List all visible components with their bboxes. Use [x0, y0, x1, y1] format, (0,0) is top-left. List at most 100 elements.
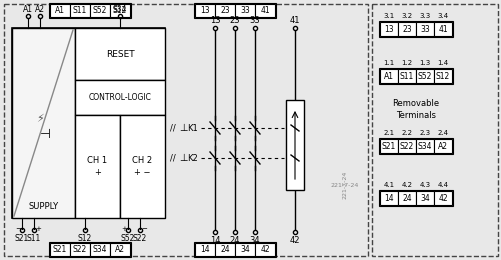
- Bar: [49, 242, 131, 257]
- Bar: [379, 190, 453, 206]
- Text: 23: 23: [402, 24, 412, 34]
- Text: 33: 33: [249, 16, 261, 24]
- Bar: [380, 191, 398, 205]
- Text: K1: K1: [188, 124, 198, 133]
- Text: 33: 33: [240, 6, 250, 15]
- Text: S34: S34: [113, 4, 127, 14]
- Text: 14: 14: [210, 236, 220, 244]
- Text: −: −: [141, 226, 147, 232]
- Text: S52: S52: [93, 6, 107, 15]
- Text: SUPPLY: SUPPLY: [29, 202, 59, 211]
- Text: S12: S12: [78, 233, 92, 243]
- Text: ⊥: ⊥: [179, 123, 187, 133]
- Bar: [235, 4, 255, 17]
- Text: 41: 41: [438, 24, 448, 34]
- Bar: [398, 69, 416, 83]
- Bar: [416, 69, 434, 83]
- Bar: [380, 69, 398, 83]
- Bar: [194, 242, 276, 257]
- Text: 2.1: 2.1: [383, 130, 395, 136]
- Text: 34: 34: [249, 236, 261, 244]
- Text: CONTROL-LOGIC: CONTROL-LOGIC: [89, 93, 151, 102]
- Text: +: +: [35, 226, 41, 232]
- Text: 34: 34: [420, 193, 430, 203]
- Bar: [75, 28, 165, 80]
- Text: S11: S11: [400, 72, 414, 81]
- Text: 221-7-24: 221-7-24: [343, 171, 348, 199]
- Bar: [434, 69, 452, 83]
- Text: CH 1: CH 1: [88, 156, 108, 165]
- Text: 3.4: 3.4: [437, 13, 448, 19]
- Text: 2.2: 2.2: [401, 130, 412, 136]
- Bar: [416, 191, 434, 205]
- Text: 4.4: 4.4: [437, 182, 448, 188]
- Text: Terminals: Terminals: [396, 110, 436, 120]
- Text: S22: S22: [73, 245, 87, 254]
- Text: 2.4: 2.4: [437, 130, 448, 136]
- Text: K2: K2: [188, 153, 198, 162]
- Text: S22: S22: [400, 141, 414, 151]
- Bar: [90, 243, 110, 256]
- Text: S52: S52: [121, 233, 135, 243]
- Bar: [379, 138, 453, 154]
- Bar: [215, 243, 235, 256]
- Text: 1.3: 1.3: [419, 60, 431, 66]
- Text: 24: 24: [230, 236, 240, 244]
- Text: S21: S21: [382, 141, 396, 151]
- Bar: [379, 68, 453, 84]
- Bar: [235, 243, 255, 256]
- Text: 3.1: 3.1: [383, 13, 395, 19]
- Bar: [379, 21, 453, 37]
- Text: + −: + −: [134, 168, 151, 177]
- Text: S21: S21: [15, 233, 29, 243]
- Text: A1: A1: [23, 4, 33, 14]
- Text: //: //: [170, 124, 176, 133]
- Bar: [398, 191, 416, 205]
- Bar: [4, 4, 368, 256]
- Bar: [75, 80, 165, 115]
- Bar: [434, 191, 452, 205]
- Text: A2: A2: [115, 245, 125, 254]
- Text: A1: A1: [55, 6, 65, 15]
- Text: 33: 33: [420, 24, 430, 34]
- Text: S11: S11: [73, 6, 87, 15]
- Bar: [50, 4, 70, 17]
- Text: 13: 13: [200, 6, 210, 15]
- Bar: [12, 28, 75, 218]
- Text: S21: S21: [53, 245, 67, 254]
- Text: 3.3: 3.3: [419, 13, 431, 19]
- Text: 24: 24: [220, 245, 230, 254]
- Text: ⚡: ⚡: [36, 114, 44, 124]
- Bar: [286, 100, 304, 190]
- Text: S12: S12: [113, 6, 127, 15]
- Bar: [194, 3, 276, 18]
- Text: //: //: [170, 153, 176, 162]
- Text: −: −: [15, 226, 21, 232]
- Text: 23: 23: [220, 6, 230, 15]
- Text: A1: A1: [384, 72, 394, 81]
- Bar: [120, 115, 165, 218]
- Text: 41: 41: [290, 16, 300, 24]
- Bar: [416, 139, 434, 153]
- Text: 42: 42: [438, 193, 448, 203]
- Bar: [380, 22, 398, 36]
- Text: S34: S34: [418, 141, 432, 151]
- Text: +: +: [94, 168, 101, 177]
- Bar: [380, 139, 398, 153]
- Bar: [195, 4, 215, 17]
- Bar: [255, 243, 275, 256]
- Text: 1.2: 1.2: [401, 60, 412, 66]
- Text: RESET: RESET: [106, 49, 134, 58]
- Text: 14: 14: [384, 193, 394, 203]
- Text: 1.4: 1.4: [437, 60, 448, 66]
- Bar: [195, 243, 215, 256]
- Text: CH 2: CH 2: [132, 156, 153, 165]
- Text: S11: S11: [27, 233, 41, 243]
- Text: S12: S12: [436, 72, 450, 81]
- Text: 13: 13: [210, 16, 220, 24]
- Bar: [215, 4, 235, 17]
- Bar: [110, 243, 130, 256]
- Text: 13: 13: [384, 24, 394, 34]
- Bar: [255, 4, 275, 17]
- Text: Removable: Removable: [392, 99, 439, 107]
